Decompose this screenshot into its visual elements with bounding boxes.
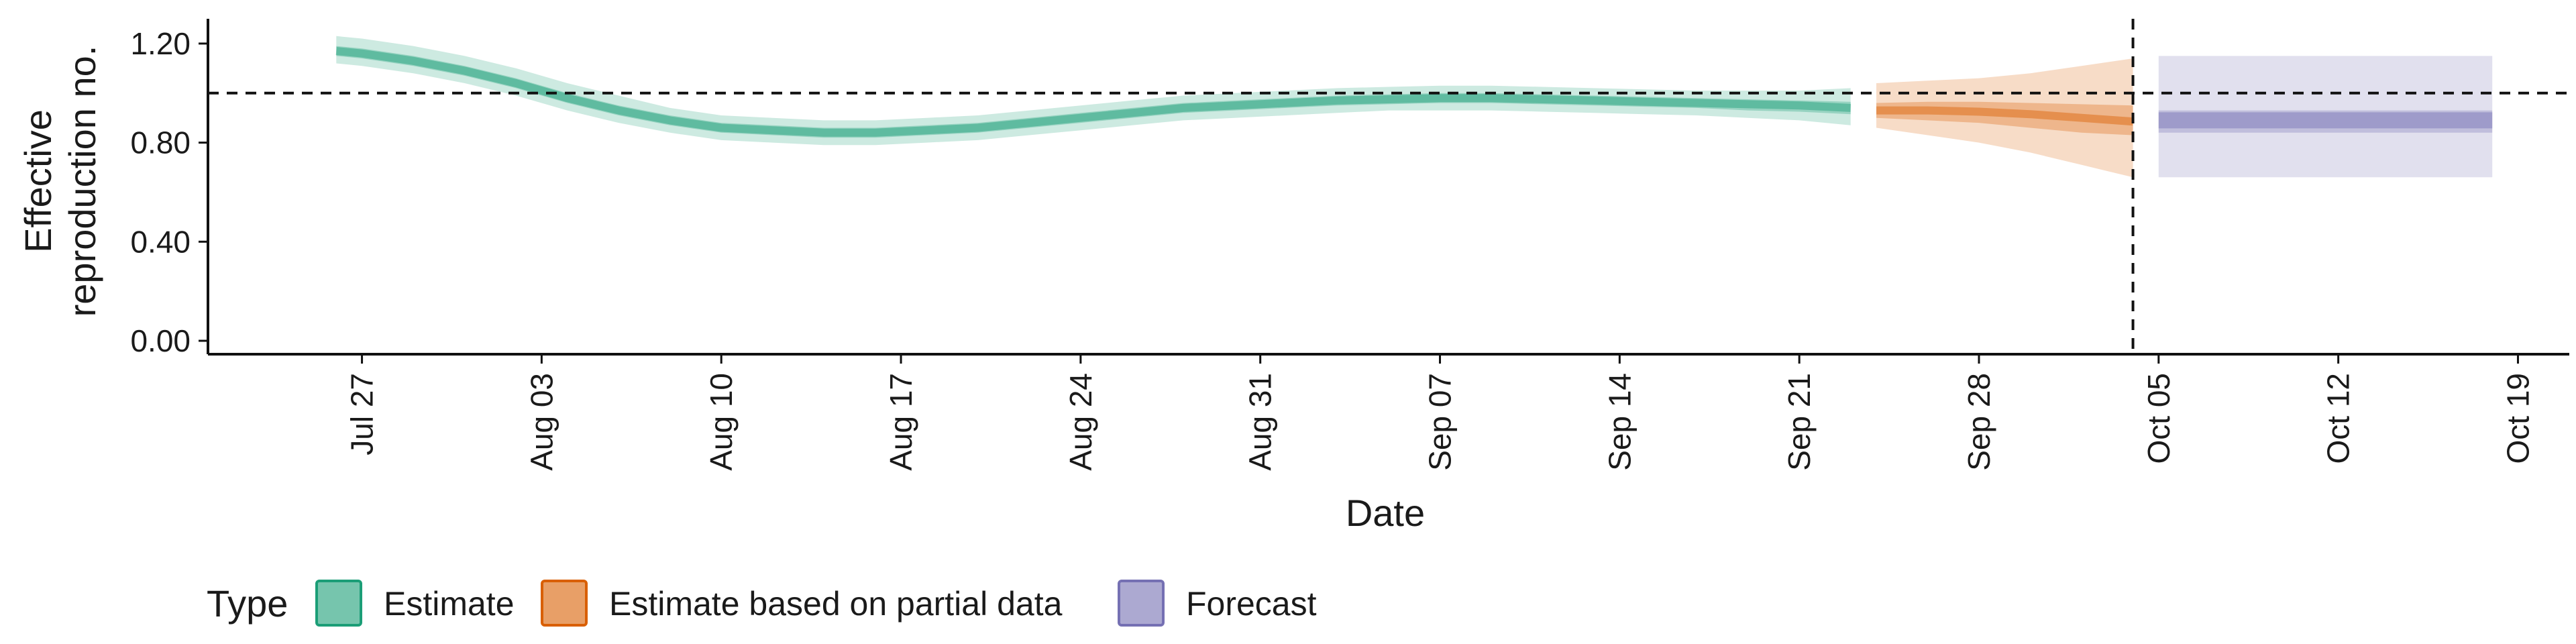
x-tick-label: Sep 28 bbox=[1962, 373, 1996, 471]
y-tick-label: 0.00 bbox=[130, 323, 191, 358]
band-90-1 bbox=[1876, 58, 2133, 178]
x-tick-label: Aug 03 bbox=[524, 373, 559, 471]
legend-swatch-estimate bbox=[315, 580, 362, 627]
plot-medians bbox=[335, 47, 2493, 137]
legend-swatch-estimate-based-on-partial-data bbox=[541, 580, 588, 627]
x-tick-label: Aug 17 bbox=[883, 373, 918, 471]
legend-label: Forecast bbox=[1186, 585, 1317, 623]
x-tick-label: Aug 24 bbox=[1063, 373, 1098, 471]
median-line-0 bbox=[335, 47, 1851, 137]
x-tick-label: Oct 05 bbox=[2141, 373, 2176, 464]
y-tick-label: 0.80 bbox=[130, 125, 191, 160]
legend-label: Estimate based on partial data bbox=[609, 585, 1063, 623]
plot-bands bbox=[336, 36, 2493, 178]
y-axis-title-line-2: reproduction no. bbox=[61, 46, 103, 317]
band-50-1 bbox=[1876, 101, 2133, 136]
y-tick-label: 0.40 bbox=[130, 224, 191, 259]
y-axis-title-line-1: Effective bbox=[17, 109, 59, 253]
x-tick-label: Oct 12 bbox=[2321, 373, 2356, 464]
band-90-2 bbox=[2158, 56, 2493, 178]
x-tick-label: Sep 07 bbox=[1423, 373, 1458, 471]
x-tick-label: Aug 31 bbox=[1243, 373, 1278, 471]
legend: Type Estimate Estimate based on partial d… bbox=[207, 580, 1317, 627]
x-tick-label: Sep 21 bbox=[1782, 373, 1817, 471]
y-tick-label: 1.20 bbox=[130, 26, 191, 61]
median-line-1 bbox=[1876, 106, 2134, 126]
x-tick-label: Sep 14 bbox=[1602, 373, 1637, 471]
x-tick-label: Aug 10 bbox=[704, 373, 739, 471]
band-90-0 bbox=[336, 36, 1851, 146]
band-50-0 bbox=[336, 46, 1851, 138]
x-tick-label: Jul 27 bbox=[345, 373, 380, 455]
band-50-2 bbox=[2158, 110, 2493, 133]
legend-label: Estimate bbox=[384, 585, 515, 623]
legend-title: Type bbox=[207, 582, 288, 625]
x-tick-label: Oct 19 bbox=[2501, 373, 2536, 464]
y-axis: 0.00 0.40 0.80 1.20 bbox=[130, 19, 209, 358]
legend-swatch-forecast bbox=[1118, 580, 1165, 627]
x-axis: Jul 27 Aug 03 Aug 10 Aug 17 Aug 24 Aug 31 Sep … bbox=[208, 353, 2569, 471]
x-axis-title: Date bbox=[1346, 492, 1425, 534]
